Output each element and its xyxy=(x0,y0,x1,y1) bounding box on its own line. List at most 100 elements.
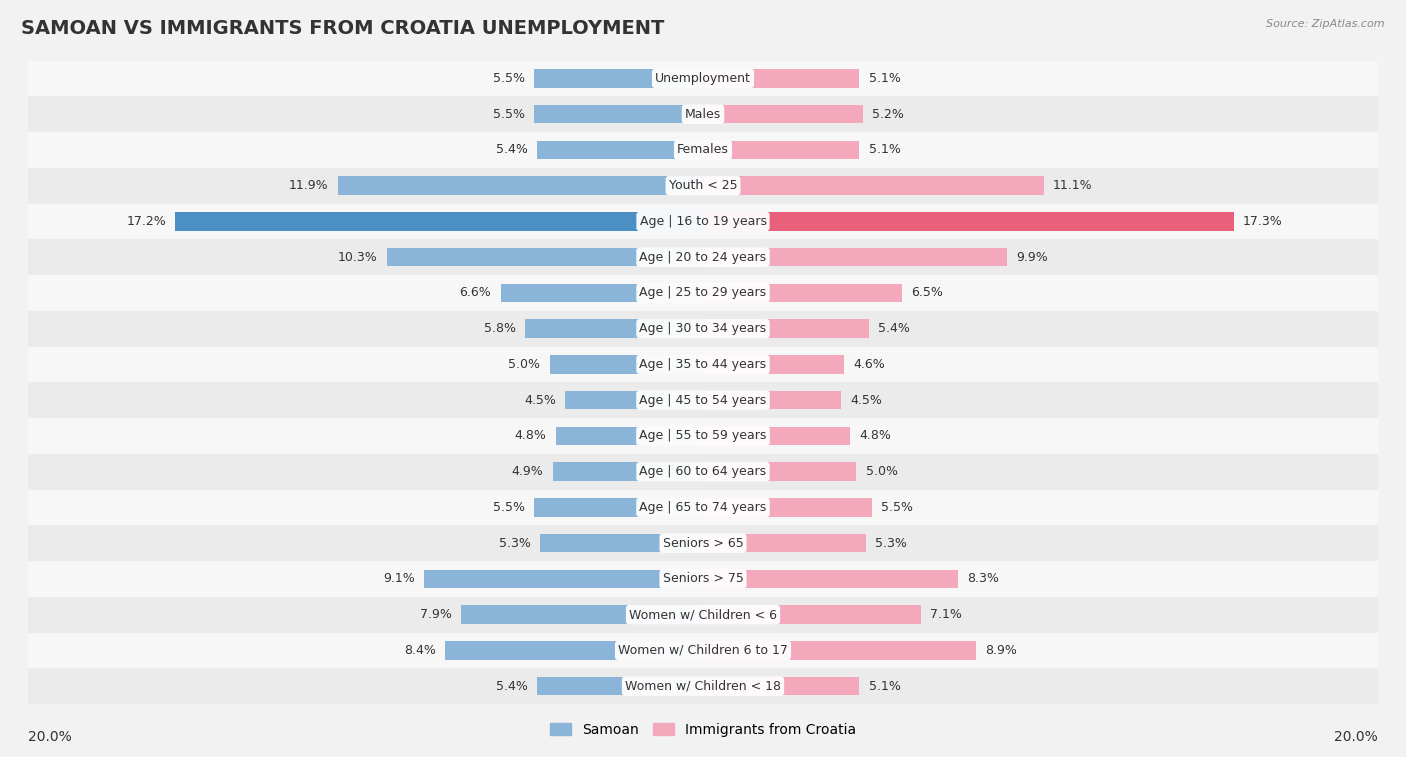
Text: 17.3%: 17.3% xyxy=(1243,215,1282,228)
Bar xyxy=(28,382,1378,418)
Bar xyxy=(703,319,869,338)
Text: 17.2%: 17.2% xyxy=(127,215,166,228)
Text: 5.5%: 5.5% xyxy=(494,501,524,514)
Text: 10.3%: 10.3% xyxy=(337,251,378,263)
Text: 5.5%: 5.5% xyxy=(494,107,524,120)
Bar xyxy=(28,132,1378,168)
Text: 11.1%: 11.1% xyxy=(1053,179,1092,192)
Bar xyxy=(703,391,841,410)
Text: 7.9%: 7.9% xyxy=(419,608,451,621)
Text: 4.8%: 4.8% xyxy=(859,429,891,442)
Text: Women w/ Children 6 to 17: Women w/ Children 6 to 17 xyxy=(619,644,787,657)
Bar xyxy=(337,176,703,195)
Bar xyxy=(703,534,866,553)
Bar xyxy=(28,239,1378,275)
Bar xyxy=(553,463,703,481)
Text: 5.8%: 5.8% xyxy=(484,322,516,335)
Bar xyxy=(423,569,703,588)
Text: 4.5%: 4.5% xyxy=(524,394,555,407)
Text: Age | 16 to 19 years: Age | 16 to 19 years xyxy=(640,215,766,228)
Text: 5.0%: 5.0% xyxy=(866,465,897,478)
Text: 5.5%: 5.5% xyxy=(494,72,524,85)
Text: 5.3%: 5.3% xyxy=(875,537,907,550)
Bar xyxy=(703,212,1233,231)
Bar xyxy=(550,355,703,374)
Bar xyxy=(461,606,703,624)
Bar xyxy=(565,391,703,410)
Bar xyxy=(703,284,903,302)
Bar xyxy=(28,633,1378,668)
Text: 5.4%: 5.4% xyxy=(877,322,910,335)
Text: Females: Females xyxy=(678,143,728,157)
Bar xyxy=(28,61,1378,96)
Bar xyxy=(534,498,703,517)
Text: 11.9%: 11.9% xyxy=(290,179,329,192)
Bar xyxy=(703,427,851,445)
Bar xyxy=(537,677,703,696)
Bar xyxy=(534,69,703,88)
Text: Age | 30 to 34 years: Age | 30 to 34 years xyxy=(640,322,766,335)
Bar xyxy=(28,204,1378,239)
Bar xyxy=(534,105,703,123)
Bar xyxy=(28,96,1378,132)
Text: Unemployment: Unemployment xyxy=(655,72,751,85)
Text: Age | 20 to 24 years: Age | 20 to 24 years xyxy=(640,251,766,263)
Bar xyxy=(28,668,1378,704)
Bar xyxy=(703,677,859,696)
Text: Males: Males xyxy=(685,107,721,120)
Text: Seniors > 65: Seniors > 65 xyxy=(662,537,744,550)
Text: Women w/ Children < 6: Women w/ Children < 6 xyxy=(628,608,778,621)
Bar xyxy=(555,427,703,445)
Text: 4.6%: 4.6% xyxy=(853,358,884,371)
Bar xyxy=(387,248,703,266)
Bar xyxy=(703,141,859,159)
Bar xyxy=(703,498,872,517)
Bar xyxy=(703,248,1007,266)
Text: Youth < 25: Youth < 25 xyxy=(669,179,737,192)
Bar xyxy=(28,525,1378,561)
Bar xyxy=(703,355,844,374)
Bar xyxy=(176,212,703,231)
Bar xyxy=(703,176,1043,195)
Text: Age | 55 to 59 years: Age | 55 to 59 years xyxy=(640,429,766,442)
Text: 5.0%: 5.0% xyxy=(509,358,540,371)
Text: Women w/ Children < 18: Women w/ Children < 18 xyxy=(626,680,780,693)
Text: 5.5%: 5.5% xyxy=(882,501,912,514)
Text: 6.5%: 6.5% xyxy=(911,286,943,300)
Text: SAMOAN VS IMMIGRANTS FROM CROATIA UNEMPLOYMENT: SAMOAN VS IMMIGRANTS FROM CROATIA UNEMPL… xyxy=(21,19,665,38)
Text: 8.3%: 8.3% xyxy=(967,572,998,585)
Text: 5.4%: 5.4% xyxy=(496,143,529,157)
Bar xyxy=(703,569,957,588)
Bar xyxy=(28,418,1378,453)
Bar xyxy=(28,311,1378,347)
Text: Source: ZipAtlas.com: Source: ZipAtlas.com xyxy=(1267,19,1385,29)
Text: 4.9%: 4.9% xyxy=(512,465,544,478)
Text: Seniors > 75: Seniors > 75 xyxy=(662,572,744,585)
Bar xyxy=(28,347,1378,382)
Bar xyxy=(501,284,703,302)
Text: 5.1%: 5.1% xyxy=(869,680,900,693)
Text: 9.9%: 9.9% xyxy=(1017,251,1047,263)
Text: 5.1%: 5.1% xyxy=(869,72,900,85)
Bar xyxy=(28,453,1378,490)
Text: Age | 25 to 29 years: Age | 25 to 29 years xyxy=(640,286,766,300)
Text: 8.4%: 8.4% xyxy=(405,644,436,657)
Text: 5.1%: 5.1% xyxy=(869,143,900,157)
Bar xyxy=(446,641,703,659)
Text: 9.1%: 9.1% xyxy=(382,572,415,585)
Text: 8.9%: 8.9% xyxy=(986,644,1017,657)
Text: 20.0%: 20.0% xyxy=(28,730,72,743)
Text: 5.2%: 5.2% xyxy=(872,107,904,120)
Bar xyxy=(28,275,1378,311)
Text: Age | 45 to 54 years: Age | 45 to 54 years xyxy=(640,394,766,407)
Bar xyxy=(28,597,1378,633)
Bar xyxy=(28,168,1378,204)
Text: 6.6%: 6.6% xyxy=(460,286,491,300)
Text: 4.5%: 4.5% xyxy=(851,394,882,407)
Bar xyxy=(524,319,703,338)
Text: Age | 65 to 74 years: Age | 65 to 74 years xyxy=(640,501,766,514)
Text: 5.4%: 5.4% xyxy=(496,680,529,693)
Bar xyxy=(703,463,856,481)
Bar xyxy=(703,69,859,88)
Bar xyxy=(540,534,703,553)
